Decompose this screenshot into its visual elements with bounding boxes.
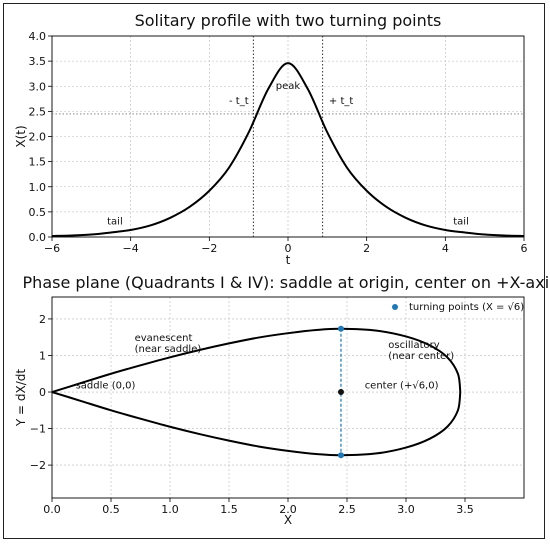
x-tick-label: 2: [363, 242, 370, 255]
profile-chart: −6 −4 −2 0 2 4 6 0.0 0.5 1.0 1.5 2.0 2.5 3.0 3.5 4.0 Sol…: [14, 11, 528, 267]
annotation-label: peak: [276, 81, 301, 92]
x-tick-label: 1.5: [220, 503, 238, 516]
y-tick-label: 3.0: [29, 80, 47, 93]
x-tick-label: 0: [285, 242, 292, 255]
y-tick-label: 1.0: [29, 181, 47, 194]
y-tick-label: 0.0: [29, 231, 47, 244]
figure-frame: [3, 3, 545, 539]
legend-label: turning points (X = √6): [409, 302, 524, 313]
y-tick-label: 1.5: [29, 156, 47, 169]
y-tick-label: 2.5: [29, 105, 47, 118]
profile-curve: [51, 62, 525, 237]
y-tick-label: 2: [39, 313, 46, 326]
x-tick-label: 4: [442, 242, 449, 255]
annotation-label: oscillatory: [388, 340, 439, 351]
y-tick-label: 2.0: [29, 131, 47, 144]
x-tick-label: 3.0: [397, 503, 415, 516]
x-tick-label: −2: [201, 242, 217, 255]
annotation-label: evanescent: [135, 333, 193, 344]
chart-title: Phase plane (Quadrants I & IV): saddle a…: [23, 273, 550, 292]
annotation-label: (near saddle): [135, 344, 202, 355]
x-tick-label: 2.5: [338, 503, 356, 516]
turning-point-marker: [337, 452, 344, 459]
x-axis-label: t: [286, 253, 291, 267]
center-marker: [337, 389, 344, 396]
x-tick-label: 2.0: [279, 503, 297, 516]
y-tick-label: 3.5: [29, 55, 47, 68]
x-tick-label: −6: [44, 242, 60, 255]
x-tick-label: 3.5: [456, 503, 474, 516]
y-axis-label: X(t): [14, 125, 28, 147]
annotation-label: tail: [107, 216, 123, 227]
annotation-label: saddle (0,0): [76, 380, 136, 391]
x-tick-label: −4: [123, 242, 139, 255]
y-tick-label: 0: [39, 386, 46, 399]
x-axis-label: X: [284, 513, 292, 527]
annotation-label: tail: [453, 216, 469, 227]
y-tick-label: 0.5: [29, 206, 47, 219]
y-tick-label: 4.0: [29, 30, 47, 43]
phase-plane-chart: 0.0 0.5 1.0 1.5 2.0 2.5 3.0 3.5 −2 −1 0 1 2 Phase pla…: [14, 273, 550, 527]
y-tick-label: −2: [30, 459, 46, 472]
separatrix-lower-branch: [51, 391, 462, 457]
x-tick-label: 0.0: [43, 503, 61, 516]
legend-marker: [392, 304, 398, 310]
x-tick-label: 1.0: [161, 503, 179, 516]
chart-title: Solitary profile with two turning points: [135, 11, 442, 30]
annotation-label: - t_t: [229, 96, 249, 107]
separatrix-upper-branch: [51, 327, 462, 393]
x-tick-label: 6: [521, 242, 528, 255]
annotation-label: (near center): [388, 351, 454, 362]
y-axis-label: Y = dX/dt: [14, 369, 28, 428]
annotation-label: + t_t: [329, 96, 353, 107]
annotation-label: center (+√6,0): [365, 380, 439, 391]
y-tick-label: 1: [39, 349, 46, 362]
turning-point-marker: [337, 325, 344, 332]
y-tick-label: −1: [30, 423, 46, 436]
x-tick-label: 0.5: [102, 503, 120, 516]
